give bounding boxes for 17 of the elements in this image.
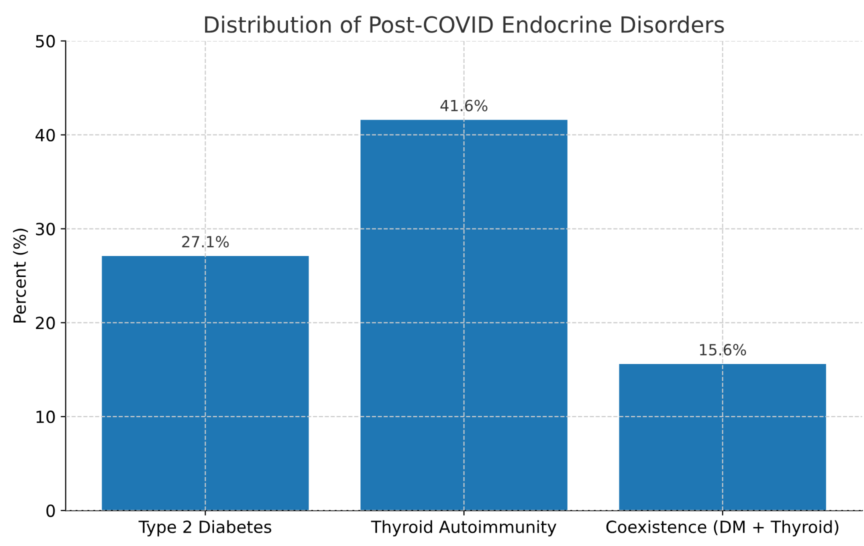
bar <box>619 364 826 511</box>
y-axis-title: Percent (%) <box>13 228 28 323</box>
x-tick-label: Thyroid Autoimmunity <box>371 520 556 536</box>
data-label: 27.1% <box>182 236 229 248</box>
x-tick-label: Coexistence (DM + Thyroid) <box>606 520 838 536</box>
data-label: 41.6% <box>440 100 488 112</box>
data-label: 15.6% <box>700 344 746 356</box>
x-tick-label: Type 2 Diabetes <box>138 520 272 536</box>
bar <box>102 256 309 511</box>
y-tick-label: 20 <box>36 316 55 330</box>
y-tick-label: 0 <box>46 504 55 518</box>
bar <box>360 120 568 511</box>
y-tick-label: 40 <box>36 128 55 142</box>
y-tick-label: 50 <box>36 34 55 48</box>
y-tick-label: 10 <box>36 410 55 424</box>
chart-title: Distribution of Post-COVID Endocrine Disorders <box>205 16 724 33</box>
y-tick-label: 30 <box>36 222 55 236</box>
